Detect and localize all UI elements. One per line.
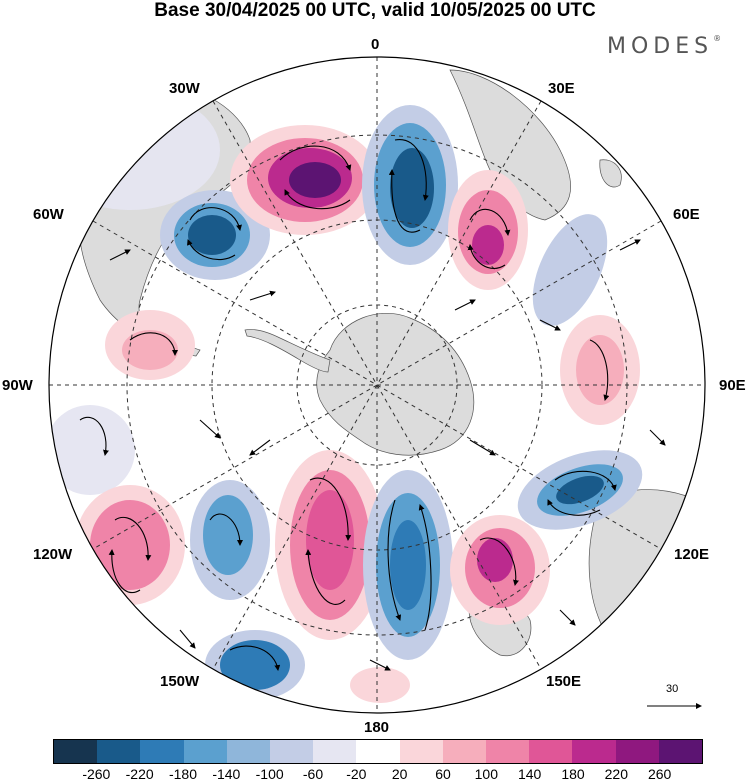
colorbar-cell — [356, 740, 400, 763]
polar-map — [48, 56, 706, 714]
lon-label-30w: 30W — [169, 80, 200, 97]
colorbar-cell — [486, 740, 530, 763]
colorbar-cell — [97, 740, 141, 763]
colorbar-tick-label: -100 — [255, 766, 284, 782]
colorbar-tick-label: -260 — [82, 766, 111, 782]
colorbar-cell — [572, 740, 616, 763]
lon-label-90w: 90W — [2, 377, 33, 394]
lon-label-0: 0 — [371, 36, 380, 53]
colorbar-tick-label: 60 — [435, 766, 451, 782]
antarctica — [316, 312, 474, 456]
colorbar-cell — [658, 740, 703, 763]
lon-label-60w: 60W — [33, 206, 64, 223]
graticule — [49, 57, 705, 713]
madagascar — [599, 159, 622, 188]
australia — [588, 489, 705, 671]
colorbar-cell — [442, 740, 487, 763]
colorbar-cell — [226, 740, 271, 763]
lon-label-120w: 120W — [33, 546, 73, 563]
colorbar-tick-label: 20 — [391, 766, 408, 782]
registered-mark: ® — [713, 34, 722, 43]
anomaly-field — [49, 90, 643, 703]
colorbar-cell — [615, 740, 659, 763]
lon-label-180: 180 — [364, 719, 390, 736]
colorbar — [53, 739, 703, 764]
colorbar-tick-label: 100 — [474, 766, 499, 782]
colorbar-tick-label: 180 — [561, 766, 585, 782]
brand-name: MODES — [607, 34, 714, 59]
colorbar-tick-label: -60 — [302, 766, 324, 782]
colorbar-tick-label: 220 — [604, 766, 629, 782]
colorbar-cell — [399, 740, 443, 763]
colorbar-tick-label: 140 — [517, 766, 542, 782]
lon-label-120e: 120E — [674, 546, 710, 563]
colorbar-cell — [313, 740, 357, 763]
colorbar-tick-label: -180 — [168, 766, 198, 782]
lon-label-150e: 150E — [546, 673, 582, 690]
modes-logo: MODES® — [607, 34, 721, 59]
colorbar-ticks: -260 -220 -180 -140 -100 -60 -20 20 60 100 140 180 2… — [53, 766, 703, 783]
wind-vectors — [79, 139, 666, 671]
colorbar-cell — [270, 740, 314, 763]
colorbar-tick-label: 260 — [647, 766, 672, 782]
colorbar-cell — [140, 740, 184, 763]
lon-label-30e: 30E — [548, 80, 575, 97]
lon-label-90e: 90E — [719, 377, 746, 394]
colorbar-tick-label: -20 — [346, 766, 367, 782]
colorbar-tick-label: -220 — [125, 766, 154, 782]
colorbar-tick-label: -140 — [212, 766, 241, 782]
antarctic-peninsula — [244, 329, 331, 373]
colorbar-cell — [183, 740, 227, 763]
colorbar-cell — [529, 740, 573, 763]
lon-label-60e: 60E — [673, 206, 700, 223]
lon-label-150w: 150W — [160, 673, 200, 690]
map-border — [48, 56, 706, 714]
africa — [449, 69, 571, 221]
colorbar-cell — [54, 740, 98, 763]
reference-vector-label: 30 — [666, 683, 679, 695]
map-title: Base 30/04/2025 00 UTC, valid 10/05/2025… — [154, 0, 596, 21]
